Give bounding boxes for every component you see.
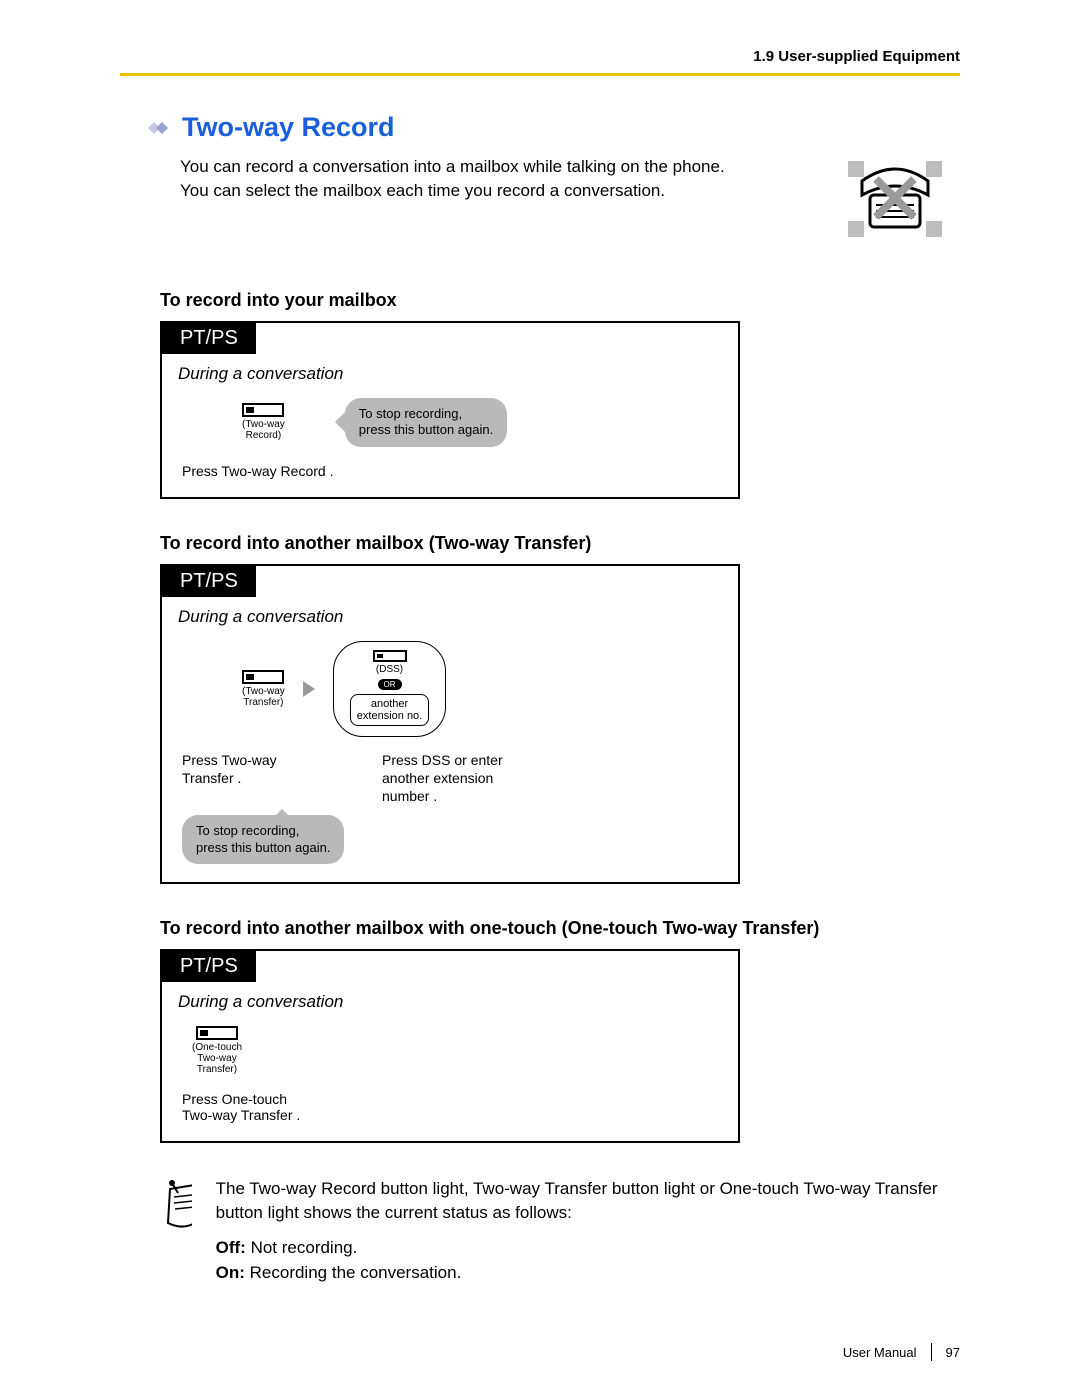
bubble-line: To stop recording, bbox=[196, 823, 299, 838]
page-title: Two-way Record bbox=[182, 112, 395, 143]
btn-caption-line: Transfer) bbox=[243, 697, 283, 708]
intro-line1: You can record a conversation into a mai… bbox=[180, 157, 725, 176]
btn-caption-line: (DSS) bbox=[376, 664, 403, 675]
sec3-heading: To record into another mailbox with one-… bbox=[160, 918, 960, 939]
note-p1: The Two-way Record button light, Two-way… bbox=[216, 1177, 960, 1226]
intro-block: You can record a conversation into a mai… bbox=[180, 155, 960, 250]
title-row: Two-way Record bbox=[140, 112, 960, 143]
bubble-line: press this button again. bbox=[196, 840, 330, 855]
page-footer: User Manual 97 bbox=[0, 1343, 1080, 1361]
footer-page-number: 97 bbox=[946, 1345, 960, 1360]
intro-line2: You can select the mailbox each time you… bbox=[180, 181, 665, 200]
bubble-line: press this button again. bbox=[359, 422, 493, 437]
btn-caption-line: Transfer) bbox=[197, 1064, 237, 1075]
note-off-label: Off: bbox=[216, 1238, 246, 1257]
sec3-instruction: Press One-touch Two-way Transfer . bbox=[182, 1091, 718, 1123]
col-line: another extension bbox=[382, 770, 493, 786]
note-on-text: Recording the conversation. bbox=[245, 1263, 461, 1282]
btn-caption-line: (Two-way bbox=[242, 686, 285, 697]
dss-button-icon: (DSS) bbox=[373, 650, 407, 675]
phone-x-icon bbox=[840, 155, 950, 250]
instr-line: Two-way Transfer . bbox=[182, 1107, 300, 1123]
footer-manual-label: User Manual bbox=[843, 1345, 917, 1360]
sec2-tab: PT/PS bbox=[162, 566, 256, 597]
two-way-transfer-button-icon: (Two-wayTransfer) bbox=[242, 670, 285, 708]
sec2-sub: During a conversation bbox=[178, 607, 722, 627]
sec1-box: PT/PS During a conversation (Two-wayReco… bbox=[160, 321, 740, 499]
sec1-heading: To record into your mailbox bbox=[160, 290, 960, 311]
instr-line: Press One-touch bbox=[182, 1091, 287, 1107]
arrow-icon bbox=[303, 681, 315, 697]
note-text: The Two-way Record button light, Two-way… bbox=[216, 1177, 960, 1286]
col-line: Transfer . bbox=[182, 770, 241, 786]
stop-recording-bubble: To stop recording, press this button aga… bbox=[345, 398, 507, 447]
one-touch-transfer-button-icon: (One-touch Two-way Transfer) bbox=[182, 1026, 252, 1075]
btn-caption-line: Record) bbox=[246, 430, 282, 441]
col-line: number . bbox=[382, 788, 437, 804]
or-badge: OR bbox=[378, 679, 402, 690]
intro-text: You can record a conversation into a mai… bbox=[180, 155, 830, 203]
stop-recording-bubble: To stop recording, press this button aga… bbox=[182, 815, 344, 864]
sec1-sub: During a conversation bbox=[178, 364, 722, 384]
dss-or-ext-group: (DSS) OR another extension no. bbox=[333, 641, 446, 737]
note-on-label: On: bbox=[216, 1263, 245, 1282]
sec1-tab: PT/PS bbox=[162, 323, 256, 354]
note-icon bbox=[160, 1177, 192, 1233]
sec3-sub: During a conversation bbox=[178, 992, 722, 1012]
sec2-heading: To record into another mailbox (Two-way … bbox=[160, 533, 960, 554]
btn-caption-line: (Two-way bbox=[242, 419, 285, 430]
btn-caption-line: (One-touch bbox=[192, 1042, 242, 1053]
col-line: Press DSS or enter bbox=[382, 752, 503, 768]
btn-caption-line: Two-way bbox=[197, 1053, 236, 1064]
ext-line: extension no. bbox=[357, 710, 422, 722]
sec3-tab: PT/PS bbox=[162, 951, 256, 982]
ext-line: another bbox=[371, 698, 408, 710]
col-line: Press Two-way bbox=[182, 752, 277, 768]
extension-number-box: another extension no. bbox=[350, 694, 429, 726]
two-way-record-button-icon: (Two-wayRecord) bbox=[242, 403, 285, 441]
sec1-instruction: Press Two-way Record . bbox=[182, 463, 718, 479]
note-off-text: Not recording. bbox=[246, 1238, 358, 1257]
footer-separator bbox=[931, 1343, 932, 1361]
bubble-line: To stop recording, bbox=[359, 406, 462, 421]
sec2-box: PT/PS During a conversation (Two-wayTran… bbox=[160, 564, 740, 884]
header-rule bbox=[120, 73, 960, 76]
diamond-bullet-icon bbox=[140, 117, 174, 139]
header-section-label: 1.9 User-supplied Equipment bbox=[120, 48, 960, 65]
sec2-col2: Press DSS or enter another extension num… bbox=[382, 751, 503, 806]
sec2-col1: Press Two-way Transfer . bbox=[182, 751, 342, 806]
sec3-box: PT/PS During a conversation (One-touch T… bbox=[160, 949, 740, 1143]
note-row: The Two-way Record button light, Two-way… bbox=[160, 1177, 960, 1286]
